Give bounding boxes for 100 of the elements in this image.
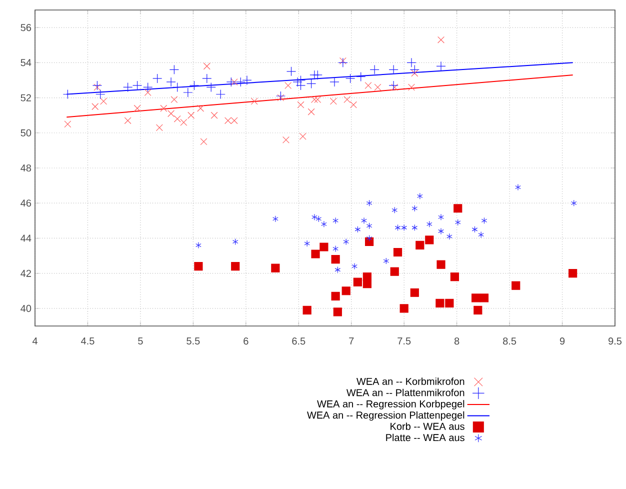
point [132, 80, 142, 90]
point [346, 74, 356, 84]
x-tick-label: 7 [349, 338, 354, 344]
point [332, 217, 338, 224]
y-tick-label: 46 [20, 200, 32, 207]
point [394, 224, 401, 231]
point [411, 70, 418, 77]
point [425, 236, 434, 244]
point [96, 89, 106, 100]
point [438, 228, 444, 234]
point [277, 94, 284, 102]
point [144, 89, 152, 96]
point [174, 115, 181, 122]
point [202, 74, 212, 84]
point [342, 286, 350, 296]
point [330, 77, 340, 87]
point [454, 204, 462, 213]
point [445, 298, 454, 308]
point [366, 222, 372, 230]
point [330, 98, 337, 105]
point [478, 231, 484, 238]
point [62, 89, 72, 100]
point [412, 205, 418, 212]
point [383, 258, 390, 264]
point [203, 62, 210, 70]
x-tick-label: 8.5 [503, 338, 516, 345]
point [123, 82, 133, 92]
point [230, 78, 238, 86]
point [314, 96, 322, 104]
point [302, 306, 312, 314]
x-tick-label: 6.5 [292, 338, 306, 345]
point [64, 120, 72, 128]
point [308, 108, 315, 116]
point [226, 77, 236, 87]
point [143, 82, 153, 92]
point [196, 242, 202, 249]
point [231, 262, 240, 271]
point [480, 294, 489, 302]
point [408, 84, 415, 91]
point [410, 64, 420, 74]
point [388, 64, 398, 74]
point [515, 184, 521, 191]
y-tick-label: 54 [20, 59, 32, 66]
point [426, 220, 432, 228]
legend-label: WEA an -- Plattenmikrofon [346, 388, 464, 396]
y-tick-label: 44 [20, 234, 32, 242]
point [156, 124, 163, 132]
point [134, 104, 141, 112]
point [388, 80, 398, 90]
x-tick-label: 7.5 [398, 338, 411, 344]
x-tick-label: 8 [454, 338, 460, 345]
point [284, 82, 292, 89]
point [183, 88, 193, 98]
point [304, 240, 310, 247]
point [299, 132, 306, 140]
point [333, 308, 342, 316]
point [436, 298, 444, 308]
point [189, 80, 200, 90]
point [242, 75, 252, 86]
point [410, 288, 419, 297]
point [236, 77, 246, 87]
point [160, 104, 168, 112]
point [168, 110, 175, 118]
point [374, 84, 382, 91]
point [310, 70, 320, 80]
point [412, 224, 418, 231]
point [446, 233, 452, 240]
point [356, 72, 366, 82]
point [339, 57, 346, 64]
point [232, 238, 238, 246]
point [276, 91, 286, 101]
point [391, 84, 398, 91]
point [124, 117, 132, 124]
y-tick-label: 40 [20, 304, 32, 312]
point [272, 216, 278, 222]
point [436, 260, 446, 269]
point [152, 74, 162, 84]
point [320, 242, 328, 252]
point [188, 112, 195, 119]
y-tick-label: 56 [20, 24, 32, 32]
point [194, 262, 203, 271]
y-tick-label: 42 [20, 270, 31, 277]
point [416, 240, 424, 250]
point [568, 269, 578, 278]
point [94, 84, 101, 91]
point [271, 264, 280, 272]
x-tick-label: 9 [560, 338, 565, 345]
point [286, 66, 296, 76]
point [361, 217, 367, 224]
point [338, 58, 348, 68]
point [392, 206, 398, 214]
point [321, 220, 327, 228]
point [450, 272, 460, 282]
point [438, 214, 444, 220]
legend-label: WEA an -- Regression Korbpegel [317, 400, 464, 410]
point [454, 219, 461, 226]
x-tick-label: 4 [32, 338, 38, 344]
point [297, 101, 304, 108]
point [292, 77, 302, 87]
point [100, 98, 108, 105]
